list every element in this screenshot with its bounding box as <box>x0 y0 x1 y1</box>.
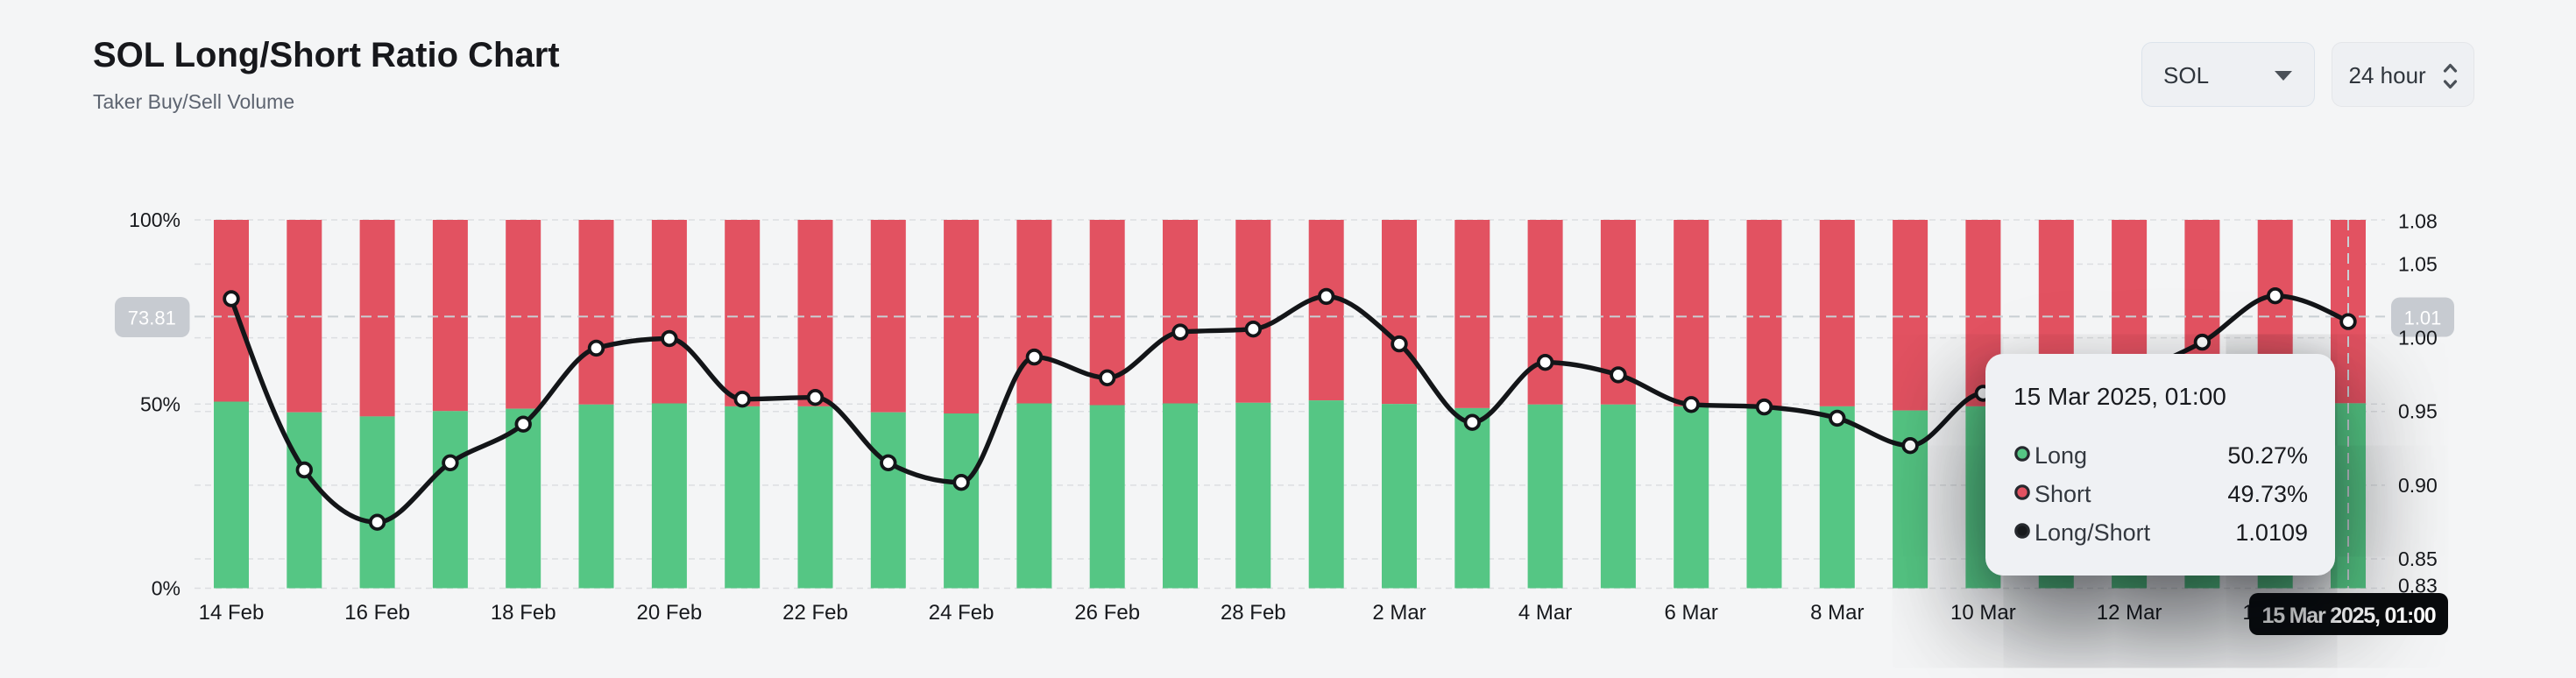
svg-text:6 Mar: 6 Mar <box>1665 601 1718 625</box>
svg-text:50%: 50% <box>140 392 180 415</box>
svg-text:1.01: 1.01 <box>2404 307 2442 329</box>
svg-text:24 Feb: 24 Feb <box>929 601 994 625</box>
svg-text:15 Mar 2025, 01:00: 15 Mar 2025, 01:00 <box>2261 604 2435 628</box>
svg-text:100%: 100% <box>129 208 180 231</box>
svg-text:73.81: 73.81 <box>128 307 176 329</box>
svg-text:0.90: 0.90 <box>2398 474 2438 497</box>
svg-text:1.00: 1.00 <box>2398 327 2438 350</box>
svg-text:26 Feb: 26 Feb <box>1074 601 1140 625</box>
svg-text:18 Feb: 18 Feb <box>491 601 556 625</box>
svg-text:22 Feb: 22 Feb <box>782 601 848 625</box>
svg-text:1.05: 1.05 <box>2398 253 2438 276</box>
svg-text:1.08: 1.08 <box>2398 210 2438 233</box>
svg-text:0%: 0% <box>152 577 180 600</box>
svg-text:8 Mar: 8 Mar <box>1810 601 1864 625</box>
svg-text:10 Mar: 10 Mar <box>1950 601 2016 625</box>
svg-text:28 Feb: 28 Feb <box>1221 601 1286 625</box>
svg-text:20 Feb: 20 Feb <box>637 601 703 625</box>
svg-text:4 Mar: 4 Mar <box>1518 601 1572 625</box>
svg-text:14 Feb: 14 Feb <box>199 601 265 625</box>
svg-text:12 Mar: 12 Mar <box>2097 601 2162 625</box>
svg-text:16 Feb: 16 Feb <box>344 601 410 625</box>
svg-text:0.85: 0.85 <box>2398 547 2438 570</box>
svg-text:2 Mar: 2 Mar <box>1372 601 1426 625</box>
svg-text:0.95: 0.95 <box>2398 400 2438 423</box>
